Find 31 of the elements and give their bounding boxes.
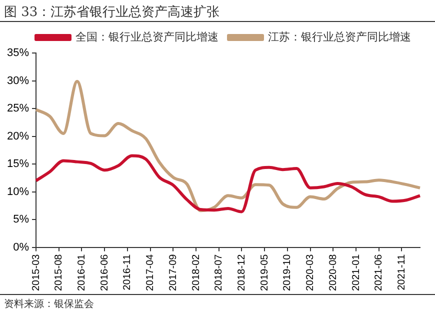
- x-tick-label: 2020-03: [305, 254, 316, 292]
- x-tick-label: 2019-10: [282, 254, 294, 292]
- x-tick-label: 2018-12: [236, 254, 248, 292]
- legend-label: 全国：银行业总资产同比增速: [76, 30, 218, 44]
- y-tick-label: 20%: [6, 130, 30, 142]
- line-series: [34, 154, 422, 214]
- x-tick-label: 2017-09: [168, 254, 179, 292]
- x-tick-label: 2018-02: [190, 254, 202, 292]
- x-tick-label: 2017-04: [145, 254, 156, 292]
- y-tick-label: 10%: [6, 186, 30, 198]
- line-series: [34, 80, 422, 212]
- x-tick-label: 2016-11: [122, 254, 134, 290]
- x-tick-label: 2020-08: [328, 254, 339, 292]
- x-tick-label: 2021-06: [374, 254, 385, 292]
- x-tick-label: 2019-05: [259, 254, 270, 292]
- x-tick-label: 2015-03: [30, 254, 42, 292]
- y-tick-label: 0%: [13, 241, 30, 254]
- x-tick-label: 2018-07: [214, 254, 225, 292]
- y-tick-label: 5%: [13, 214, 30, 226]
- y-tick-label: 30%: [6, 74, 30, 87]
- x-tick-label: 2015-08: [54, 254, 65, 292]
- x-tick-label: 2021-01: [350, 254, 362, 292]
- chart-title: 图 33：江苏省银行业总资产高速扩张: [0, 0, 435, 22]
- x-tick-label: 2016-06: [99, 254, 110, 292]
- y-tick-label: 35%: [6, 47, 30, 60]
- y-tick-label: 25%: [6, 102, 30, 115]
- text: 资料来源：银保监会: [0, 294, 435, 313]
- y-tick-label: 15%: [6, 158, 30, 170]
- legend-label: 江苏：银行业总资产同比增速: [268, 30, 411, 44]
- x-tick-label: 2016-01: [76, 254, 88, 292]
- x-tick-label: 2021-11: [396, 254, 408, 290]
